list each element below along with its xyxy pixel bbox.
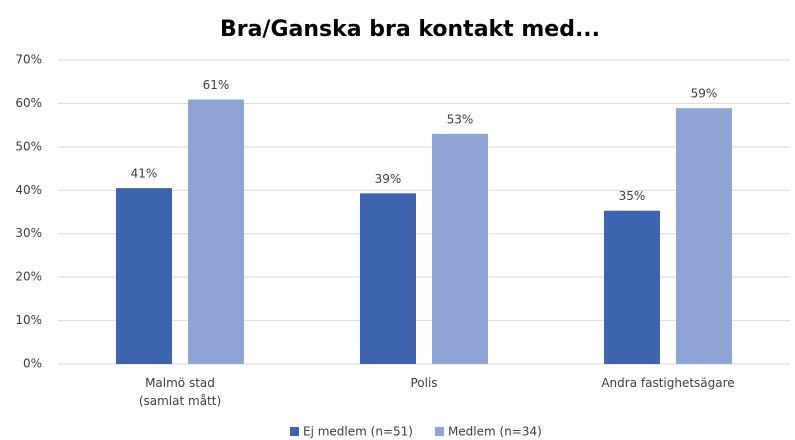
bar [676, 108, 732, 364]
x-tick-label: Polis [410, 376, 438, 390]
data-label: 35% [619, 189, 646, 203]
legend-swatch [434, 427, 444, 436]
y-tick-label: 60% [15, 96, 42, 110]
data-label: 61% [203, 78, 230, 92]
y-tick-label: 40% [15, 183, 42, 197]
legend-label: Medlem (n=34) [448, 425, 542, 439]
y-tick-label: 50% [15, 139, 42, 153]
data-label: 59% [691, 87, 718, 101]
bar [116, 188, 172, 364]
y-tick-label: 0% [23, 357, 42, 371]
y-tick-label: 70% [15, 53, 42, 67]
bar [432, 133, 488, 364]
bar [360, 193, 416, 364]
legend-swatch [290, 427, 299, 436]
x-tick-label: Andra fastighetsägare [601, 376, 735, 390]
data-label: 41% [131, 167, 158, 181]
y-tick-label: 20% [15, 270, 42, 284]
data-label: 53% [447, 112, 474, 126]
chart-title: Bra/Ganska bra kontakt med... [220, 17, 600, 42]
legend-label: Ej medlem (n=51) [303, 425, 413, 439]
data-label: 39% [375, 172, 402, 186]
bar [604, 210, 660, 364]
bar [188, 99, 244, 365]
y-tick-label: 10% [15, 313, 42, 327]
x-tick-label: Malmö stad (samlat mått) [138, 376, 222, 408]
y-tick-label: 30% [15, 226, 42, 240]
